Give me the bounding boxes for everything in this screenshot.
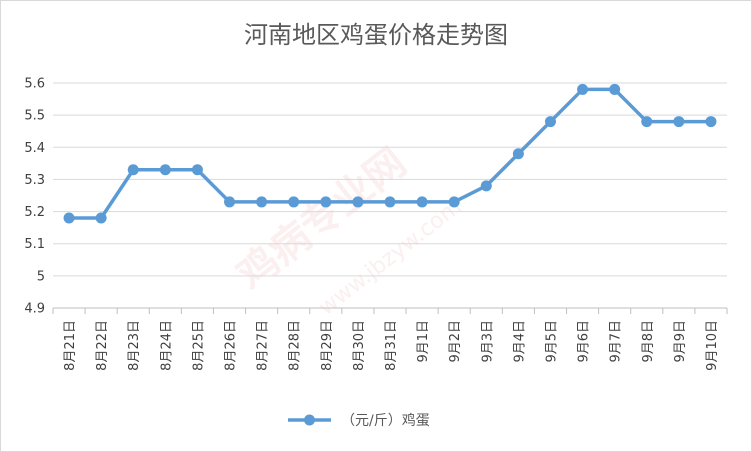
x-tick-label: 8月29日 [320,320,335,371]
x-tick-label: 8月27日 [256,320,271,371]
x-tick-label: 8月31日 [384,320,399,371]
x-tick-label: 9月8日 [641,320,656,363]
y-tick-label: 5.6 [24,77,45,92]
x-tick-label: 9月6日 [577,320,592,363]
x-tick-label: 9月10日 [705,320,720,371]
x-tick-label: 9月5日 [544,320,559,363]
legend-label: （元/斤）鸡蛋 [341,412,430,429]
data-point [127,164,139,176]
data-point [159,164,171,176]
watermark: 鸡病专业网 www.jbzyw.com [229,139,467,320]
y-tick-label: 5 [37,269,45,284]
x-tick-label: 9月4日 [512,320,527,363]
x-tick-label: 9月3日 [480,320,495,363]
data-point [224,196,236,208]
data-point [320,196,332,208]
legend: （元/斤）鸡蛋 [288,412,430,429]
x-tick-label: 9月2日 [448,320,463,363]
data-point [191,164,203,176]
x-tick-label: 8月30日 [352,320,367,371]
y-tick-label: 5.4 [24,141,45,156]
chart-title: 河南地区鸡蛋价格走势图 [244,21,508,49]
y-tick-label: 5.5 [24,109,45,124]
x-tick-label: 9月7日 [609,320,624,363]
gridlines [53,82,727,309]
x-tick-label: 8月25日 [191,320,206,371]
x-tick-label: 9月1日 [416,320,431,363]
data-point [641,116,653,128]
data-point [480,180,492,192]
data-point [95,212,107,224]
y-tick-label: 5.2 [24,205,45,220]
data-point [256,196,268,208]
data-point [288,196,300,208]
y-tick-label: 5.1 [24,237,45,252]
x-tick-label: 8月23日 [127,320,142,371]
data-point [609,83,621,95]
data-point [544,116,556,128]
data-point [448,196,460,208]
x-tick-label: 8月21日 [63,320,78,371]
data-point [352,196,364,208]
x-axis-labels: 8月21日 8月22日 8月23日 8月24日 8月25日 8月26日 8月27日 8月28日… [63,320,720,371]
y-tick-label: 5.3 [24,173,45,188]
data-point [512,148,524,160]
data-point [577,83,589,95]
x-tick-label: 8月24日 [159,320,174,371]
x-tick-label: 8月22日 [95,320,110,371]
x-tick-label: 8月28日 [288,320,303,371]
y-tick-label: 4.9 [24,302,45,317]
data-point [416,196,428,208]
x-axis [52,308,728,314]
data-point [673,116,685,128]
series-layer [63,83,717,224]
x-tick-label: 8月26日 [224,320,239,371]
data-point [384,196,396,208]
y-axis-labels: 4.9 5 5.1 5.2 5.3 5.4 5.5 5.6 [24,77,45,317]
legend-dot-marker [304,414,315,426]
data-point [63,212,75,224]
x-tick-label: 9月9日 [673,320,688,363]
data-point [705,116,717,128]
